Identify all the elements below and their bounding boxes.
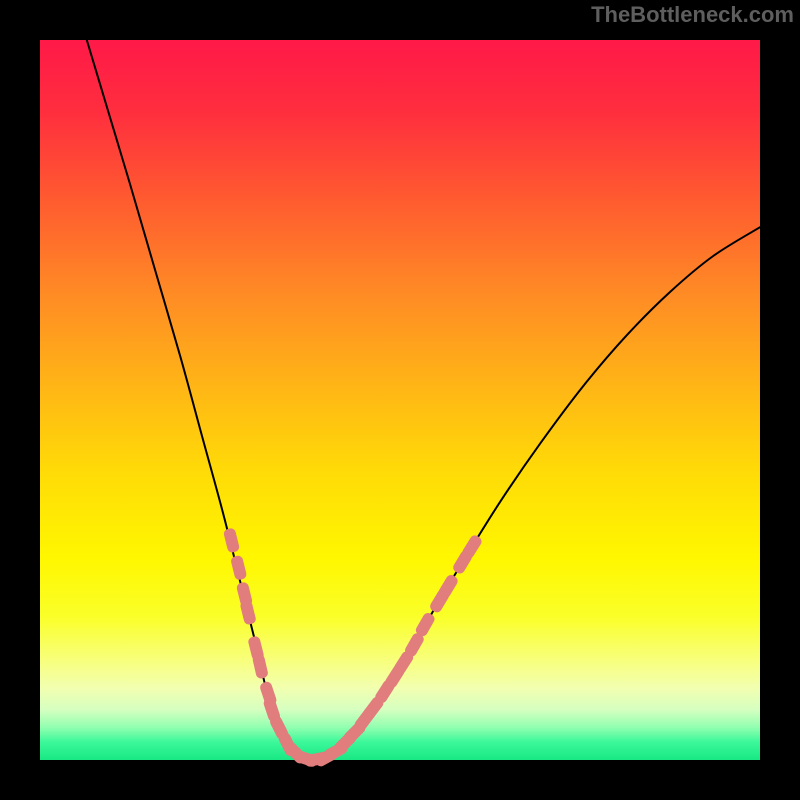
plot-background — [40, 40, 760, 760]
bottleneck-chart — [0, 0, 800, 800]
attribution-label: TheBottleneck.com — [591, 2, 794, 28]
canvas: TheBottleneck.com — [0, 0, 800, 800]
